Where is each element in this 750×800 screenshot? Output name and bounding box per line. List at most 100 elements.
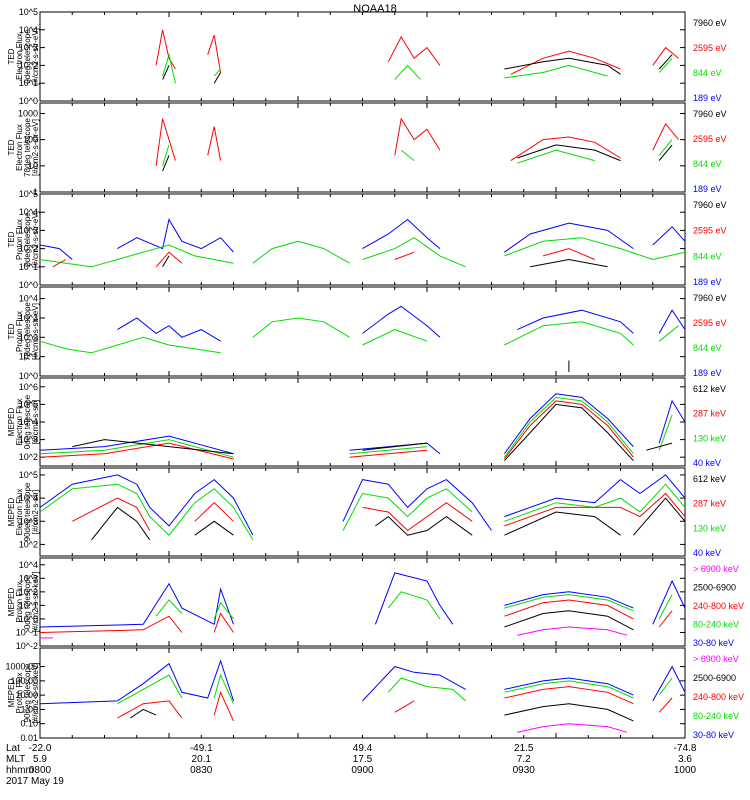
series-line-red xyxy=(52,259,67,268)
legend-entry: 287 keV xyxy=(693,409,726,419)
series-line-black xyxy=(504,511,621,536)
series-line-blue xyxy=(658,309,686,334)
y-tick-label: 10^5 xyxy=(19,7,38,17)
legend-entry: 80-240 keV xyxy=(693,711,739,721)
footer-label-mlt: MLT xyxy=(6,754,25,765)
series-line-red xyxy=(652,122,679,151)
series-line-black xyxy=(504,610,634,631)
legend-entry: 612 keV xyxy=(693,474,726,484)
legend-entry: 130 keV xyxy=(693,433,726,443)
series-line-green xyxy=(504,64,608,79)
legend-entry: 189 eV xyxy=(693,184,722,194)
series-line-green xyxy=(387,591,441,620)
series-line-black xyxy=(658,144,673,161)
y-tick-label: 10^4 xyxy=(19,294,38,304)
series-line-green xyxy=(252,317,350,338)
legend-entry: 2595 eV xyxy=(693,134,727,144)
y-axis-label: 0deg telescope xyxy=(23,212,32,267)
series-line-black xyxy=(658,54,673,70)
series-line-red xyxy=(504,599,634,620)
legend-entry: 844 eV xyxy=(693,343,722,353)
legend-entry: 844 eV xyxy=(693,159,722,169)
y-axis-label: [#/cm2-s-str-eV] xyxy=(31,211,40,268)
footer-lat-value: 49.4 xyxy=(353,743,373,754)
y-tick-label: 10^5 xyxy=(19,470,38,480)
y-tick-label: 10^4 xyxy=(19,493,38,503)
legend-entry: 7960 eV xyxy=(693,200,727,210)
footer-hhmm-value: 1000 xyxy=(674,765,697,776)
series-line-red xyxy=(658,697,673,713)
legend-entry: 2595 eV xyxy=(693,226,727,236)
series-line-magenta xyxy=(517,626,628,636)
series-line-blue xyxy=(517,309,634,334)
series-line-red xyxy=(213,612,234,633)
series-line-blue xyxy=(504,677,634,696)
legend-entry: 40 keV xyxy=(693,458,721,468)
legend-entry: 130 keV xyxy=(693,523,726,533)
series-line-blue xyxy=(658,399,686,444)
series-line-black xyxy=(72,439,234,455)
series-line-blue xyxy=(39,659,234,705)
series-line-black xyxy=(162,155,170,172)
series-line-green xyxy=(362,237,466,268)
series-line-red xyxy=(652,46,679,66)
series-line-green xyxy=(517,149,595,164)
y-tick-label: 10^2 xyxy=(19,60,38,70)
y-tick-label: 10^3 xyxy=(19,516,38,526)
series-line-green xyxy=(39,336,221,354)
series-line-black xyxy=(646,442,673,451)
chart-panels: 10^0 10^1 10^2 10^3 10^4 10^5 TED Electron Flux… xyxy=(5,7,744,743)
series-line-green xyxy=(658,57,673,73)
panel-6: 10^2 10^3 10^4 10^5 MEPED Electron Flux 90deg … xyxy=(7,467,726,558)
series-line-black xyxy=(517,144,621,162)
series-line-red xyxy=(394,117,441,156)
panel-2: 1 10 100 1000 TED Electron Flux 78deg telescop… xyxy=(7,102,727,197)
series-line-black xyxy=(91,506,151,541)
series-line-green xyxy=(155,599,183,617)
panel-frame xyxy=(39,467,686,557)
legend-entry: 2500-6900 xyxy=(693,673,736,683)
y-axis-label: TED xyxy=(7,231,16,247)
series-line-green xyxy=(39,244,234,268)
y-tick-label: 10^1 xyxy=(19,78,38,88)
series-line-blue xyxy=(39,474,254,536)
y-axis-label: 78deg telescope xyxy=(23,118,32,177)
legend-entry: 844 eV xyxy=(693,68,722,78)
legend-entry: 240-800 keV xyxy=(693,601,744,611)
series-line-green xyxy=(504,321,634,346)
y-axis-label: MEPED xyxy=(7,588,16,617)
panel-frame xyxy=(39,286,686,377)
legend-entry: 189 eV xyxy=(693,93,722,103)
series-line-green xyxy=(362,329,428,346)
series-line-black xyxy=(362,442,428,451)
y-tick-label: 10^1 xyxy=(19,352,38,362)
series-line-red xyxy=(194,502,234,522)
y-axis-label: 0deg telescope xyxy=(23,574,32,629)
series-line-red xyxy=(542,248,595,260)
y-axis-label: [#/cm2-s-str-eV] xyxy=(31,303,40,360)
y-axis-label: [#/cm2-s-str-keV] xyxy=(31,572,40,633)
series-line-green xyxy=(162,52,176,84)
series-line-black xyxy=(504,403,634,462)
series-line-red xyxy=(510,136,621,162)
series-line-green xyxy=(503,396,634,458)
panel-frame xyxy=(39,102,686,193)
series-line-red xyxy=(155,251,183,268)
y-tick-label: 10^2 xyxy=(19,244,38,254)
y-tick-label: 10^0 xyxy=(19,96,38,106)
y-tick-label: 10^4 xyxy=(19,417,38,427)
series-line-green xyxy=(213,68,221,77)
series-line-green xyxy=(504,237,686,261)
y-tick-label: 10^4 xyxy=(19,560,38,570)
y-axis-label: Electron Flux xyxy=(15,399,24,446)
footer-hhmm-value: 0930 xyxy=(513,765,536,776)
y-axis-label: TED xyxy=(7,48,16,64)
series-line-red xyxy=(394,700,415,713)
legend-entry: 612 keV xyxy=(693,384,726,394)
y-axis-label: TED xyxy=(7,323,16,339)
y-tick-label: 10^3 xyxy=(19,435,38,445)
y-tick-label: 0.01 xyxy=(20,733,38,743)
y-tick-label: 10^4 xyxy=(19,25,38,35)
chart-title: NOAA18 xyxy=(353,3,396,15)
